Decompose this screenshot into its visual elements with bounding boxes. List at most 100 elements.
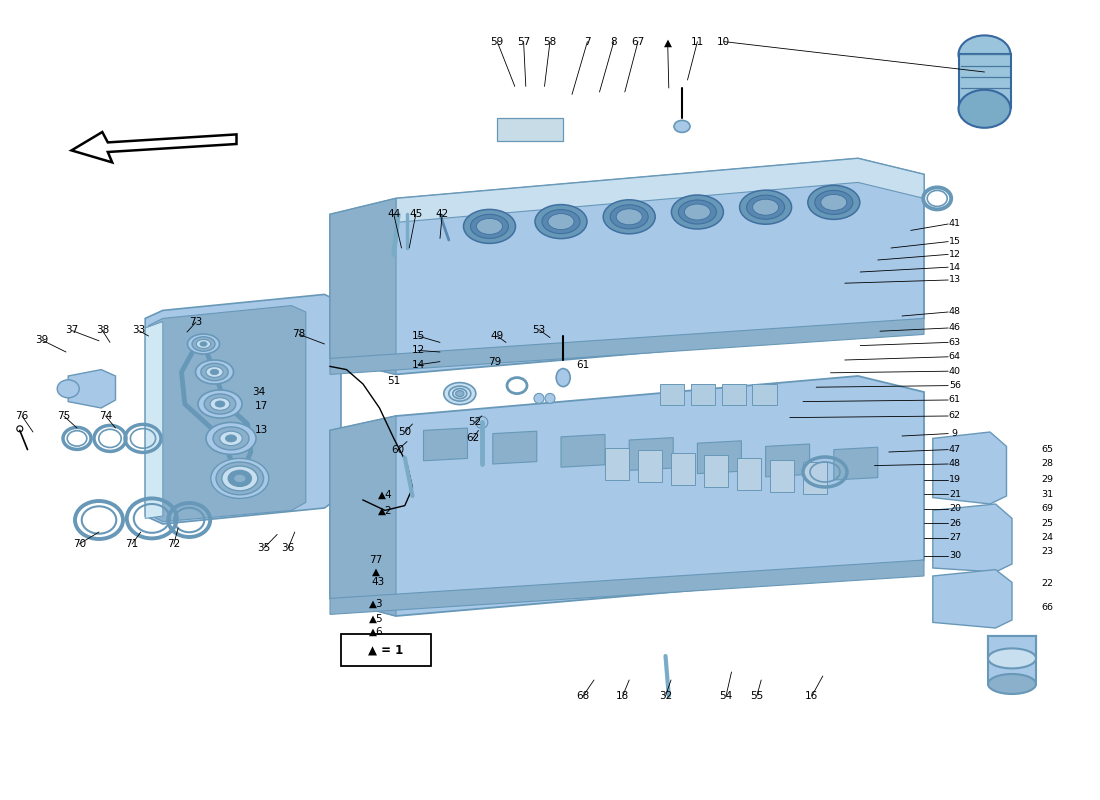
Ellipse shape [958, 90, 1011, 128]
Text: 30: 30 [948, 551, 961, 561]
Text: 12: 12 [949, 250, 960, 259]
Bar [958, 54, 1011, 108]
Text: 40: 40 [949, 366, 960, 376]
Bar [737, 458, 761, 490]
Text: 47: 47 [949, 445, 960, 454]
Text: 15: 15 [949, 237, 960, 246]
Polygon shape [145, 322, 163, 518]
Polygon shape [834, 447, 878, 480]
Ellipse shape [205, 394, 235, 414]
Text: ▲ = 1: ▲ = 1 [368, 643, 404, 656]
Polygon shape [330, 318, 924, 374]
Text: 58: 58 [543, 37, 557, 46]
Bar [704, 455, 728, 487]
Text: 42: 42 [436, 210, 449, 219]
Ellipse shape [807, 186, 860, 219]
Text: 48: 48 [949, 459, 960, 469]
Text: 62: 62 [949, 411, 960, 421]
Ellipse shape [476, 218, 503, 234]
Ellipse shape [471, 214, 508, 238]
Text: 35: 35 [257, 543, 271, 553]
Ellipse shape [228, 470, 252, 486]
Polygon shape [697, 441, 741, 474]
Text: 7: 7 [584, 37, 591, 46]
Ellipse shape [815, 190, 852, 214]
Ellipse shape [210, 370, 219, 374]
Ellipse shape [196, 339, 211, 349]
Bar [605, 448, 629, 480]
Text: 28: 28 [1042, 459, 1053, 469]
Circle shape [476, 416, 487, 429]
Text: 63: 63 [948, 338, 961, 347]
Text: 56: 56 [949, 381, 960, 390]
Text: 14: 14 [949, 262, 960, 272]
Text: 20: 20 [949, 504, 960, 514]
Ellipse shape [198, 390, 242, 418]
Text: 76: 76 [15, 411, 29, 421]
Text: 57: 57 [517, 37, 530, 46]
Text: 19: 19 [949, 475, 960, 485]
Text: 23: 23 [1041, 547, 1054, 557]
Ellipse shape [220, 431, 242, 446]
Ellipse shape [211, 458, 268, 498]
Text: 21: 21 [949, 490, 960, 499]
Text: ▲: ▲ [663, 38, 672, 47]
Text: ▲6: ▲6 [368, 627, 384, 637]
Bar [722, 384, 746, 405]
Polygon shape [933, 504, 1012, 572]
Ellipse shape [210, 398, 230, 410]
Ellipse shape [443, 382, 476, 405]
Text: 46: 46 [949, 323, 960, 333]
Bar [770, 460, 794, 492]
Ellipse shape [610, 205, 648, 229]
Ellipse shape [201, 363, 228, 381]
Bar [638, 450, 662, 482]
Text: 27: 27 [949, 533, 960, 542]
Circle shape [544, 394, 556, 403]
Ellipse shape [216, 401, 224, 407]
Ellipse shape [213, 427, 249, 450]
Polygon shape [424, 428, 468, 461]
Ellipse shape [535, 205, 587, 238]
Bar [671, 453, 695, 485]
Polygon shape [68, 370, 116, 408]
Ellipse shape [453, 389, 466, 398]
Ellipse shape [684, 204, 711, 220]
Text: 33: 33 [132, 326, 145, 335]
Text: 70: 70 [73, 539, 86, 549]
Text: 36: 36 [282, 543, 295, 553]
Text: ▲4: ▲4 [377, 490, 393, 499]
Text: 41: 41 [949, 219, 960, 229]
Text: 45: 45 [409, 210, 422, 219]
Polygon shape [330, 158, 924, 374]
Text: a passion for: a passion for [409, 434, 691, 558]
Ellipse shape [196, 360, 233, 384]
Text: 10: 10 [717, 37, 730, 46]
Text: 68: 68 [576, 691, 590, 701]
Ellipse shape [747, 195, 784, 219]
Polygon shape [330, 416, 396, 616]
Text: 26: 26 [949, 518, 960, 528]
Text: 50: 50 [398, 427, 411, 437]
Ellipse shape [674, 120, 690, 132]
Text: 49: 49 [491, 331, 504, 341]
Bar [497, 118, 563, 141]
Polygon shape [330, 376, 924, 616]
Ellipse shape [200, 342, 207, 346]
Bar [691, 384, 715, 405]
Text: 16: 16 [805, 691, 818, 701]
Ellipse shape [958, 35, 1011, 74]
Ellipse shape [192, 337, 215, 351]
Polygon shape [330, 198, 396, 374]
Text: ▲3: ▲3 [368, 599, 384, 609]
Ellipse shape [821, 194, 847, 210]
Polygon shape [629, 438, 673, 470]
Text: 59: 59 [491, 37, 504, 46]
Ellipse shape [226, 435, 236, 442]
Text: 22: 22 [1042, 579, 1053, 589]
Text: 31: 31 [1041, 490, 1054, 499]
Text: 29: 29 [1042, 475, 1053, 485]
Text: 75: 75 [57, 411, 70, 421]
Ellipse shape [671, 195, 724, 229]
Text: 77: 77 [370, 555, 383, 565]
